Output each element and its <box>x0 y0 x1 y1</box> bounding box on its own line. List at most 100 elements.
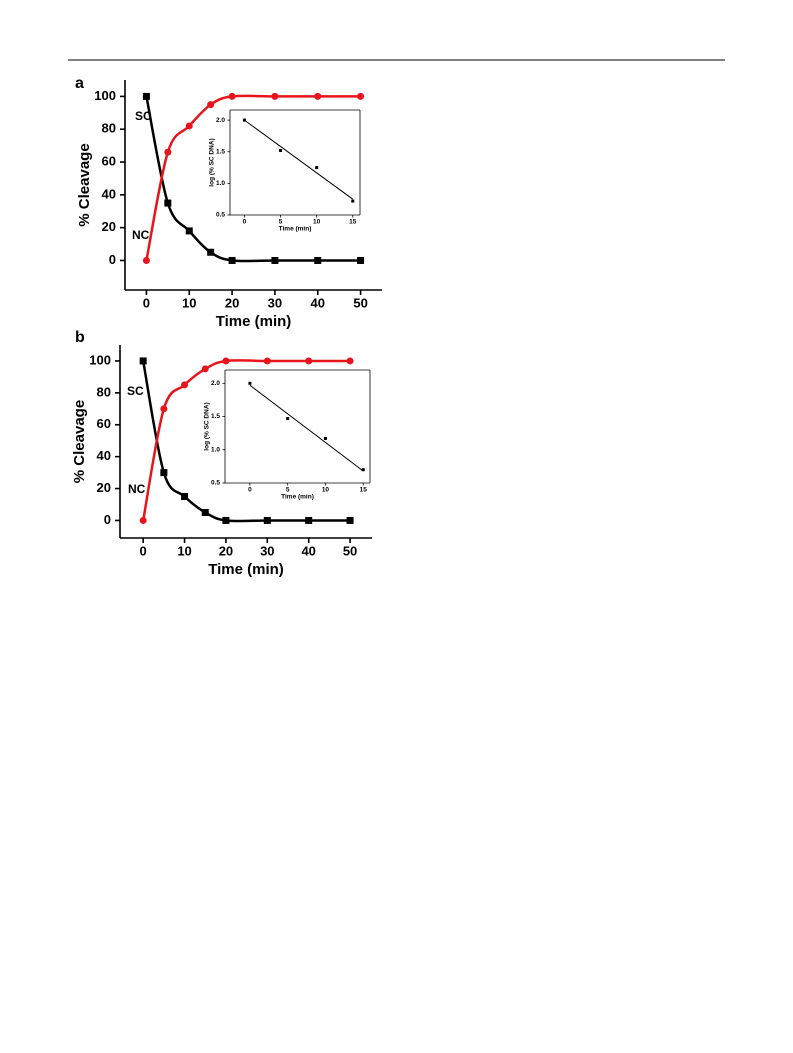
data-point <box>263 357 271 365</box>
x-axis-title: Time (min) <box>216 313 292 330</box>
x-axis-title: Time (min) <box>208 561 284 578</box>
y-tick-label: 2.0 <box>216 117 225 124</box>
x-tick-label: 50 <box>353 295 367 310</box>
x-axis-title: Time (min) <box>279 226 312 233</box>
data-point <box>160 469 168 477</box>
series-label: SC <box>135 109 152 123</box>
data-point <box>164 148 172 156</box>
fit-curve <box>141 360 351 523</box>
y-tick-label: 60 <box>97 416 111 431</box>
x-tick-label: 15 <box>349 219 357 226</box>
data-point <box>160 405 168 413</box>
y-axis-title: log (% SC DNA) <box>209 138 216 186</box>
fit-curve <box>145 96 361 263</box>
data-point <box>142 256 150 264</box>
data-point <box>181 493 189 501</box>
data-point <box>351 199 355 203</box>
y-tick-label: 1.5 <box>211 413 220 420</box>
data-point <box>323 436 327 440</box>
y-axis-title: % Cleavage <box>71 400 88 483</box>
x-tick-label: 50 <box>343 543 357 558</box>
data-point <box>201 508 209 516</box>
fit-curve <box>141 359 351 521</box>
panel-label: a <box>75 75 84 92</box>
x-tick-label: 10 <box>322 487 330 494</box>
y-tick-label: 40 <box>97 448 111 463</box>
y-tick-label: 80 <box>97 384 111 399</box>
data-point <box>305 516 313 524</box>
data-point <box>185 227 193 235</box>
y-tick-label: 100 <box>94 88 116 103</box>
data-point <box>142 92 150 100</box>
data-point <box>263 516 271 524</box>
x-tick-label: 0 <box>140 543 147 558</box>
x-tick-label: 20 <box>225 295 239 310</box>
panel-label: b <box>75 329 85 346</box>
data-point <box>346 357 354 365</box>
y-tick-label: 80 <box>102 121 116 136</box>
x-tick-label: 10 <box>177 543 191 558</box>
y-tick-label: 100 <box>89 352 111 367</box>
y-tick-label: 20 <box>102 219 116 234</box>
data-point <box>271 92 279 100</box>
data-point <box>207 101 215 109</box>
x-tick-label: 40 <box>301 543 315 558</box>
x-tick-label: 15 <box>360 487 368 494</box>
data-point <box>305 357 313 365</box>
data-point <box>314 92 322 100</box>
fit-line <box>244 119 354 200</box>
data-point <box>228 92 236 100</box>
x-tick-label: 5 <box>286 487 290 494</box>
data-point <box>357 256 365 264</box>
x-tick-label: 30 <box>260 543 274 558</box>
data-point <box>228 256 236 264</box>
data-point <box>315 166 319 170</box>
data-point <box>181 381 189 389</box>
inset-chart: 0 5 10 15 0.5 1.0 1.5 2.0 Time (min) log (% SC DN… <box>204 369 371 501</box>
x-axis-title: Time (min) <box>281 494 314 501</box>
data-point <box>139 516 147 524</box>
y-tick-label: 1.0 <box>216 180 225 187</box>
data-point <box>279 148 283 152</box>
y-tick-label: 20 <box>97 480 111 495</box>
data-point <box>139 357 147 365</box>
x-tick-label: 40 <box>311 295 325 310</box>
data-point <box>361 468 365 472</box>
y-tick-label: 0 <box>109 252 116 267</box>
x-tick-label: 0 <box>243 219 247 226</box>
fit-curve <box>145 94 361 261</box>
x-tick-label: 5 <box>279 219 283 226</box>
data-point <box>222 516 230 524</box>
data-point <box>164 199 172 207</box>
data-point <box>286 417 290 421</box>
data-point <box>248 381 252 385</box>
data-point <box>314 256 322 264</box>
y-tick-label: 1.0 <box>211 446 220 453</box>
data-point <box>222 357 230 365</box>
series-label: SC <box>127 384 144 398</box>
x-tick-label: 20 <box>219 543 233 558</box>
x-tick-label: 30 <box>268 295 282 310</box>
data-point <box>185 122 193 130</box>
y-axis-title: % Cleavage <box>76 143 93 226</box>
x-tick-label: 0 <box>248 487 252 494</box>
data-point <box>201 365 209 373</box>
y-tick-label: 2.0 <box>211 380 220 387</box>
x-tick-label: 10 <box>182 295 196 310</box>
inset-chart: 0 5 10 15 0.5 1.0 1.5 2.0 Time (min) log (% SC DN… <box>209 109 361 233</box>
data-point <box>357 92 365 100</box>
data-point <box>346 516 354 524</box>
data-point <box>271 256 279 264</box>
y-tick-label: 0.5 <box>211 480 220 487</box>
y-tick-label: 0 <box>104 512 111 527</box>
fit-line <box>249 384 364 472</box>
series-label: NC <box>132 228 150 242</box>
data-point <box>207 248 215 256</box>
x-tick-label: 0 <box>143 295 150 310</box>
x-tick-label: 10 <box>313 219 321 226</box>
series-label: NC <box>128 482 146 496</box>
